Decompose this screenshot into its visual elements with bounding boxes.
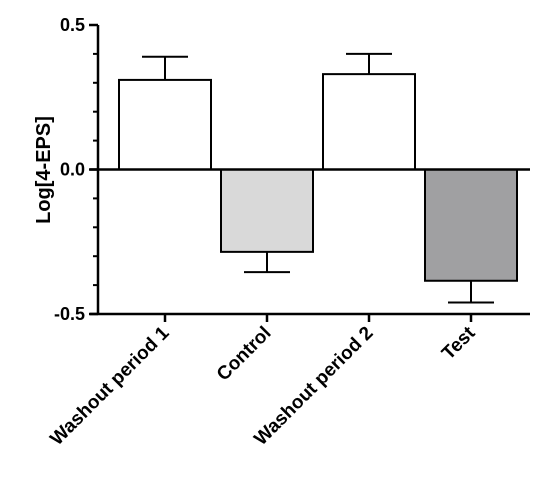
axis-layer xyxy=(89,23,530,322)
bar-2 xyxy=(220,168,314,253)
y-tick-label-0: -0.5 xyxy=(54,304,85,324)
bars-layer xyxy=(118,52,518,304)
category-label-1: Washout period 1 xyxy=(46,322,173,449)
bar-4 xyxy=(424,168,518,282)
bar-3 xyxy=(322,73,416,171)
y-axis-title: Log[4-EPS] xyxy=(33,116,55,224)
category-label-4: Test xyxy=(438,322,480,364)
y-tick-label-1: 0.0 xyxy=(60,160,85,180)
bar-1 xyxy=(118,78,212,171)
category-label-2: Control xyxy=(213,323,276,386)
y-tick-label-2: 0.5 xyxy=(60,15,85,35)
